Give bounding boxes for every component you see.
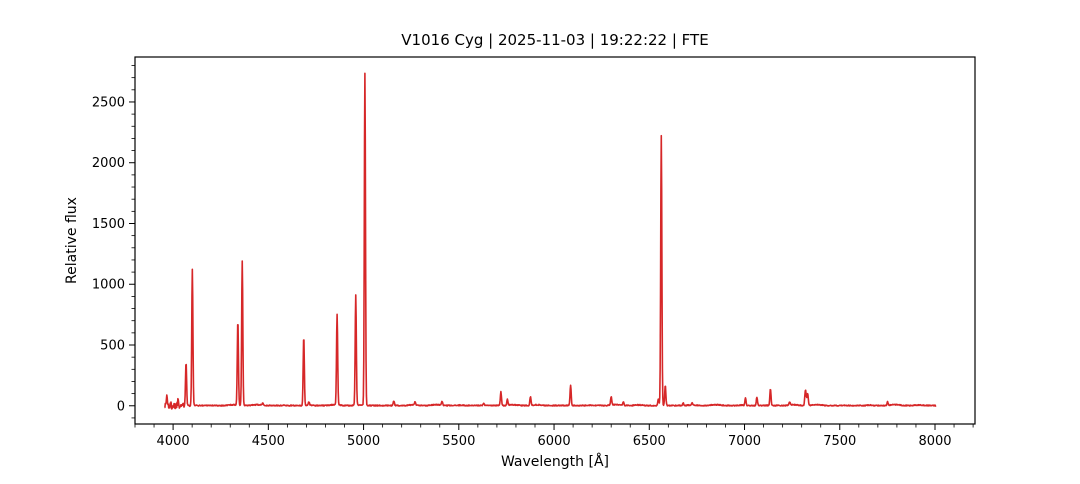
y-tick-label: 500 (100, 339, 125, 354)
x-tick-label: 7500 (823, 434, 856, 449)
x-tick-label: 6500 (633, 434, 666, 449)
y-axis-label: Relative flux (64, 197, 80, 284)
x-tick-label: 7000 (728, 434, 761, 449)
y-tick-label: 2000 (92, 156, 125, 171)
plot-border (134, 56, 976, 425)
y-tick-label: 2500 (92, 95, 125, 110)
x-axis-tick-labels: 4000 4500 5000 5500 6000 6500 7000 7500 8000 (157, 434, 952, 449)
x-tick-label: 5000 (347, 434, 380, 449)
y-tick-label: 1000 (92, 278, 125, 293)
x-tick-label: 8000 (918, 434, 951, 449)
plot-area (135, 57, 975, 424)
y-axis-tick-labels: 0 500 1000 1500 2000 2500 (92, 95, 125, 414)
x-tick-label: 4000 (157, 434, 190, 449)
y-tick-label: 1500 (92, 217, 125, 232)
x-axis-label: Wavelength [Å] (501, 453, 609, 470)
x-tick-label: 6000 (538, 434, 571, 449)
chart-title: V1016 Cyg | 2025-11-03 | 19:22:22 | FTE (401, 31, 708, 49)
x-tick-label: 4500 (252, 434, 285, 449)
spectrum-line (164, 72, 937, 410)
y-tick-label: 0 (117, 399, 125, 414)
x-tick-label: 5500 (442, 434, 475, 449)
major-ticks (129, 101, 936, 430)
